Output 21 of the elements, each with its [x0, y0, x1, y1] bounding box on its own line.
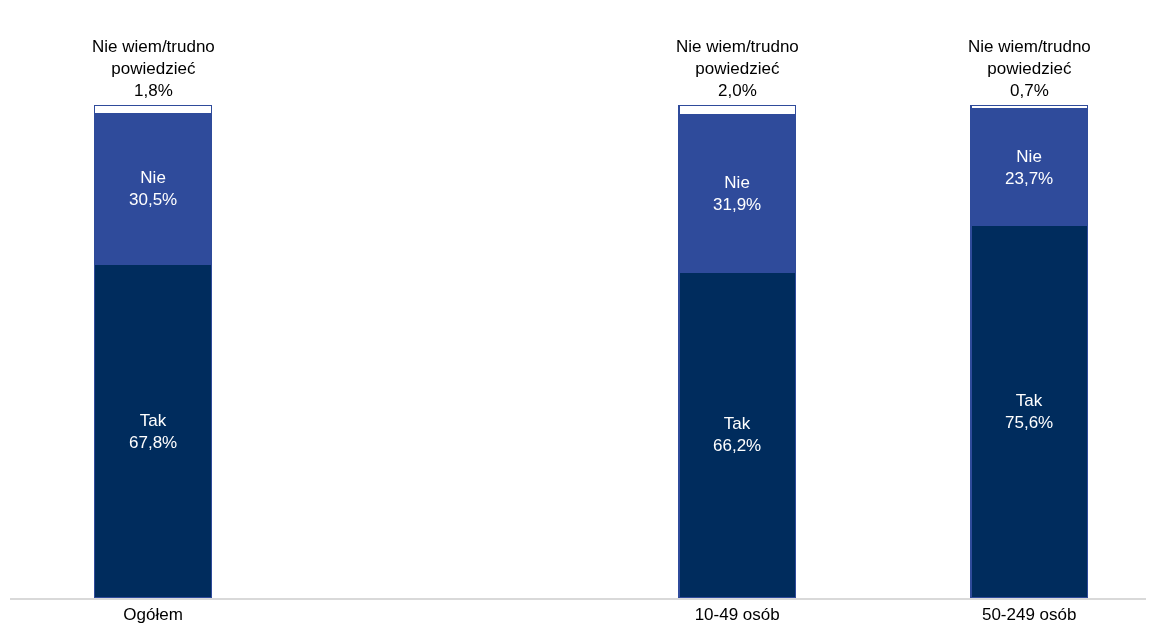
data-label: 0,7%	[1010, 81, 1049, 101]
x-tick-label: Ogółem	[123, 605, 183, 625]
text: Tak	[723, 414, 751, 433]
data-label: 30,5%	[129, 190, 178, 210]
text: Tak	[139, 411, 167, 430]
data-label: 31,9%	[713, 195, 762, 215]
data-label: 1,8%	[134, 81, 173, 101]
data-label: 23,7%	[1005, 169, 1054, 189]
data-label: 75,6%	[1005, 413, 1054, 433]
text: Nie	[140, 168, 166, 187]
text: Nie wiem/trudno powiedzieć	[676, 37, 799, 79]
text: Nie wiem/trudno powiedzieć	[968, 37, 1091, 79]
series-label: Tak	[1015, 391, 1043, 410]
data-label: 67,8%	[129, 433, 178, 453]
text: Nie	[724, 173, 750, 192]
series-label: Nie	[1016, 147, 1042, 166]
series-label: Nie wiem/trudno powiedzieć	[92, 37, 215, 79]
data-label: 2,0%	[718, 81, 757, 101]
x-tick-label: 10-49 osób	[694, 605, 780, 625]
data-label: 66,2%	[713, 436, 762, 456]
x-tick-label: 50-249 osób	[981, 605, 1077, 625]
